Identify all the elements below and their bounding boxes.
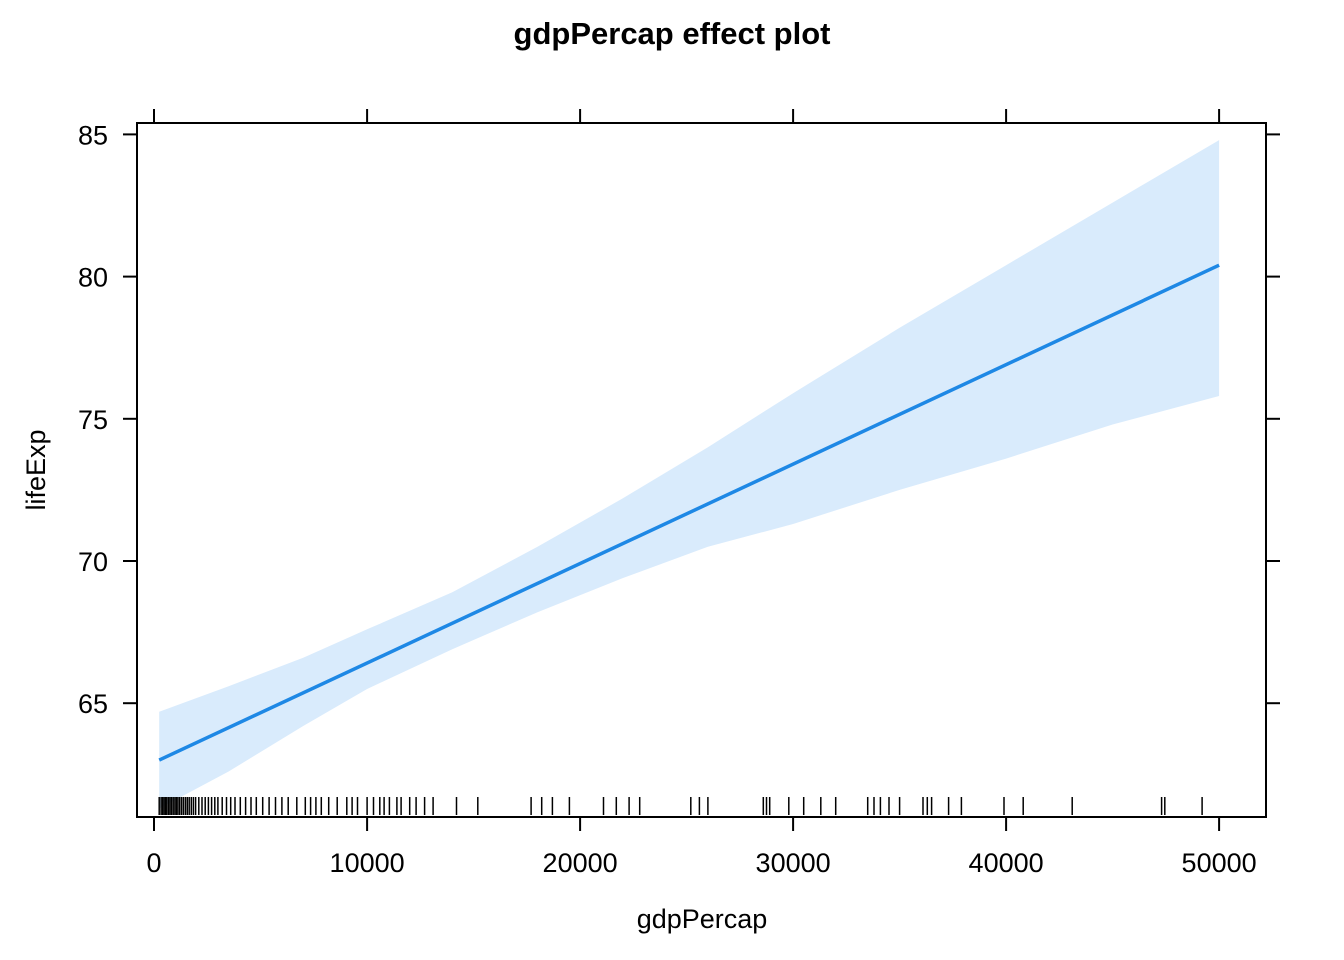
y-tick-label: 65: [78, 689, 108, 719]
fit-line-layer: [158, 263, 1220, 762]
confidence-band: [159, 140, 1220, 809]
fit-line: [158, 263, 1220, 762]
x-tick-label: 0: [146, 848, 161, 878]
x-axis-title: gdpPercap: [637, 904, 768, 934]
rug-layer: [158, 797, 1203, 815]
y-tick-label: 85: [78, 120, 108, 150]
y-tick-label: 80: [78, 263, 108, 293]
y-tick-label: 75: [78, 405, 108, 435]
x-tick-label: 30000: [756, 848, 831, 878]
x-tick-label: 10000: [330, 848, 405, 878]
x-tick-label: 50000: [1182, 848, 1257, 878]
y-axis-title: lifeExp: [21, 429, 51, 510]
x-tick-label: 40000: [969, 848, 1044, 878]
x-tick-label: 20000: [543, 848, 618, 878]
y-tick-label: 70: [78, 547, 108, 577]
plot-frame: [136, 122, 1267, 818]
chart-title: gdpPercap effect plot: [514, 16, 831, 51]
confidence-band-layer: [159, 140, 1220, 809]
axes-layer: 0 10000 20000 30000 40000 50000 65 70 75 80 85: [78, 109, 1280, 878]
